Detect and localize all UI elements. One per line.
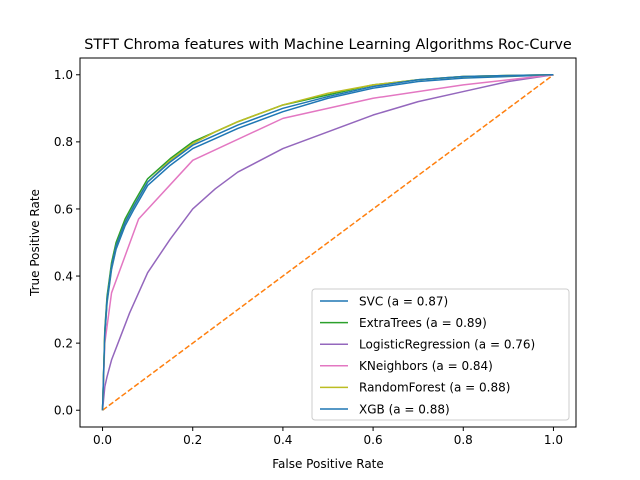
y-tick-label: 0.4 (54, 269, 73, 283)
legend-entry-label: LogisticRegression (a = 0.76) (359, 338, 535, 352)
x-axis-label: False Positive Rate (272, 457, 384, 471)
y-tick-label: 0.6 (54, 202, 73, 216)
legend-entry-label: ExtraTrees (a = 0.89) (359, 316, 487, 330)
legend-entry-label: SVC (a = 0.87) (359, 294, 448, 308)
plot-frame (79, 57, 577, 428)
legend-box (311, 288, 570, 421)
x-tick-label: 0.4 (273, 433, 292, 447)
roc-line-3 (101, 74, 554, 411)
chance-diagonal-line (102, 74, 554, 411)
y-tick-label: 1.0 (54, 68, 73, 82)
y-tick-label: 0.2 (54, 336, 73, 350)
y-axis-label: True Positive Rate (28, 189, 42, 297)
x-tick-label: 0.2 (183, 433, 202, 447)
legend-entry-label: RandomForest (a = 0.88) (359, 381, 510, 395)
legend-entry-label: KNeighbors (a = 0.84) (359, 359, 493, 373)
x-tick-label: 0.0 (93, 433, 112, 447)
legend-entry-label: XGB (a = 0.88) (359, 402, 450, 416)
x-tick-label: 0.6 (364, 433, 383, 447)
x-tick-label: 1.0 (544, 433, 563, 447)
legend: SVC (a = 0.87) ExtraTrees (a = 0.89) Logis… (311, 288, 570, 421)
roc-line-2 (101, 74, 554, 411)
chart-title: STFT Chroma features with Machine Learni… (84, 37, 572, 53)
y-tick-label: 0.8 (54, 135, 73, 149)
y-tick-label: 0.0 (54, 404, 73, 418)
roc-line-5 (101, 74, 554, 411)
x-tick-label: 0.8 (454, 433, 473, 447)
